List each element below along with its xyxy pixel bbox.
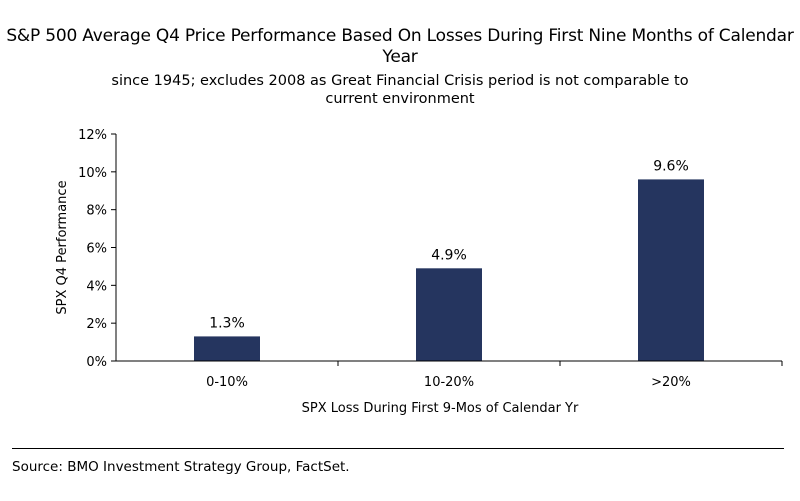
x-tick-label: 10-20%: [424, 375, 474, 390]
x-tick-label: >20%: [651, 375, 691, 390]
bar-3: [638, 179, 704, 361]
y-axis-ticks: 0% 2% 4% 6% 8% 10% 12%: [78, 128, 116, 370]
bars: [194, 179, 704, 361]
footer-divider: [12, 448, 784, 449]
x-tick-label: 0-10%: [206, 375, 248, 390]
chart-title: S&P 500 Average Q4 Price Performance Bas…: [6, 26, 794, 67]
y-tick-label: 8%: [86, 204, 107, 219]
y-tick-label: 4%: [86, 279, 107, 294]
bar-value-label: 4.9%: [431, 247, 467, 263]
chart-subtitle: since 1945; excludes 2008 as Great Finan…: [111, 73, 689, 107]
y-tick-label: 0%: [86, 355, 107, 370]
bar-1: [194, 336, 260, 361]
y-tick-label: 12%: [78, 128, 107, 143]
source-note: Source: BMO Investment Strategy Group, F…: [12, 459, 350, 475]
y-tick-label: 10%: [78, 166, 107, 181]
y-tick-label: 6%: [86, 242, 107, 257]
bar-value-labels: 1.3% 4.9% 9.6%: [209, 158, 689, 331]
bar-value-label: 1.3%: [209, 315, 245, 331]
x-axis-ticks: 0-10% 10-20% >20%: [206, 361, 783, 390]
x-axis-label: SPX Loss During First 9-Mos of Calendar …: [302, 401, 579, 416]
y-tick-label: 2%: [86, 317, 107, 332]
bar-value-label: 9.6%: [653, 158, 689, 174]
y-axis-label: SPX Q4 Performance: [55, 180, 70, 314]
bar-2: [416, 268, 482, 361]
